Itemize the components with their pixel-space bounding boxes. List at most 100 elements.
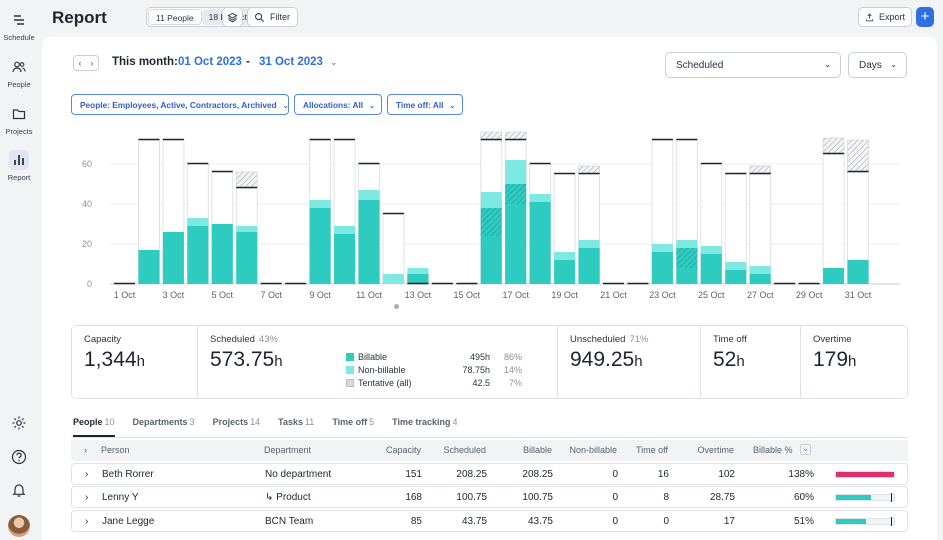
non-billable-bar: [700, 246, 722, 254]
user-avatar[interactable]: [0, 515, 38, 537]
col-billable[interactable]: Billable: [522, 445, 552, 455]
tab-people[interactable]: People 10: [73, 417, 115, 437]
page-title: Report: [52, 8, 107, 27]
col-scheduled[interactable]: Scheduled: [443, 445, 486, 455]
col-department[interactable]: Department: [264, 445, 312, 455]
overtime-value: 102: [718, 469, 735, 480]
non-billable-value: 0: [612, 492, 618, 503]
table-row[interactable]: › Lenny Y ↳ Product 168 100.75 100.75 0 8 28.75 6…: [71, 486, 908, 508]
export-button[interactable]: Export: [858, 7, 912, 27]
billable-bar: [505, 204, 527, 284]
tab-tasks[interactable]: Tasks 11: [278, 417, 314, 437]
tab-label: Time off: [332, 417, 368, 427]
tab-departments[interactable]: Departments 3: [133, 417, 195, 437]
rail-projects[interactable]: Projects: [0, 104, 38, 136]
capacity-bar: [822, 153, 845, 285]
help-button[interactable]: [0, 449, 38, 468]
filter-button[interactable]: Filter: [247, 7, 298, 27]
billable-value: 208.25: [522, 469, 553, 480]
col-capacity[interactable]: Capacity: [385, 445, 421, 455]
chevron-right-icon[interactable]: ›: [90, 58, 94, 68]
rail-report[interactable]: Report: [0, 150, 38, 182]
stat-scheduled-label: Scheduled: [210, 334, 255, 345]
billable-bar: [554, 260, 576, 284]
non-billable-bar: [382, 274, 404, 284]
tab-count: 5: [369, 417, 375, 427]
billable-bar: [700, 254, 722, 284]
non-billable-bar: [651, 244, 673, 252]
timeoff-filter-label: Time off: All: [396, 100, 444, 110]
table-row[interactable]: › Jane Legge BCN Team 85 43.75 43.75 0 0 17 51%: [71, 510, 908, 532]
non-billable-bar: [676, 240, 698, 248]
stat-overtime-value: 179: [813, 348, 849, 371]
billable-bar: [749, 274, 771, 284]
breakdown-name: Billable: [358, 351, 388, 362]
period-label: This month:: [112, 56, 178, 68]
billable-bar: [358, 200, 380, 284]
period-end[interactable]: 31 Oct 2023: [259, 56, 323, 68]
chevron-down-icon: ⌄: [449, 103, 456, 110]
chevron-right-icon[interactable]: ›: [85, 516, 89, 527]
chevron-down-icon[interactable]: ⌄: [330, 57, 338, 67]
notifications-button[interactable]: [0, 482, 38, 501]
layers-button[interactable]: [222, 7, 243, 27]
chevron-right-icon[interactable]: ›: [84, 445, 87, 455]
people-filter-chip[interactable]: People: Employees, Active, Contractors, …: [71, 94, 289, 115]
chevron-right-icon[interactable]: ›: [85, 469, 89, 480]
person-name: Lenny Y: [102, 492, 139, 503]
billable-bar: [162, 232, 184, 284]
timeoff-filter-chip[interactable]: Time off: All ⌄: [387, 94, 463, 115]
period-dash: -: [246, 56, 250, 68]
chevron-down-icon[interactable]: ⌄: [800, 444, 811, 455]
department-name: BCN Team: [265, 516, 314, 527]
x-tick-label: 7 Oct: [260, 290, 282, 300]
bell-icon: [12, 484, 26, 497]
metric-select-value: Scheduled: [676, 60, 724, 71]
y-tick-label: 0: [87, 279, 92, 289]
people-icon: [9, 57, 29, 77]
toggle-people[interactable]: 11 People: [148, 9, 202, 25]
tentative-bar: [676, 248, 698, 268]
y-tick-label: 20: [82, 239, 92, 249]
unit-select[interactable]: Days ⌄: [848, 52, 907, 78]
chevron-right-icon[interactable]: ›: [85, 492, 89, 503]
col-overtime[interactable]: Overtime: [697, 445, 734, 455]
overtime-bar: [847, 139, 869, 173]
col-time-off[interactable]: Time off: [635, 445, 668, 455]
allocations-filter-chip[interactable]: Allocations: All ⌄: [294, 94, 382, 115]
stats-summary: Capacity 1,344h Scheduled 43% 573.75h Bil…: [71, 325, 908, 399]
left-rail: Schedule People Projects Report: [0, 0, 38, 540]
tab-label: Tasks: [278, 417, 303, 427]
chevron-left-icon[interactable]: ‹: [78, 58, 82, 68]
breakdown-hours: 42.5: [472, 377, 490, 388]
department-name: ↳ Product: [265, 492, 311, 503]
add-button[interactable]: +: [916, 7, 934, 27]
col-non-billable[interactable]: Non-billable: [569, 445, 617, 455]
x-tick-label: 17 Oct: [502, 290, 529, 300]
period-start[interactable]: 01 Oct 2023: [178, 56, 242, 68]
non-billable-bar: [554, 252, 576, 260]
billable-bar: [309, 208, 331, 284]
tab-count: 10: [104, 417, 115, 427]
metric-select[interactable]: Scheduled ⌄: [665, 52, 841, 78]
rail-schedule[interactable]: Schedule: [0, 10, 38, 42]
person-name: Beth Rorrer: [102, 469, 154, 480]
billable-pct-value: 138%: [788, 469, 814, 480]
x-tick-label: 27 Oct: [747, 290, 774, 300]
non-billable-bar: [529, 194, 551, 202]
non-billable-bar: [236, 226, 258, 232]
overtime-value: 17: [723, 516, 735, 527]
tab-projects[interactable]: Projects 14: [213, 417, 261, 437]
top-bar: Report 11 People 18 Projects Filter Expo…: [38, 0, 943, 36]
tab-time-off[interactable]: Time off 5: [332, 417, 374, 437]
x-tick-label: 15 Oct: [454, 290, 481, 300]
tab-time-tracking[interactable]: Time tracking 4: [392, 417, 457, 437]
folder-icon: [9, 104, 29, 124]
rail-people[interactable]: People: [0, 57, 38, 89]
x-tick-label: 3 Oct: [163, 290, 185, 300]
table-row[interactable]: › Beth Rorrer No department 151 208.25 208.25…: [71, 463, 908, 485]
pager-dot[interactable]: [394, 304, 399, 309]
col-billable-pct[interactable]: Billable %: [753, 445, 793, 455]
col-person[interactable]: Person: [101, 445, 130, 455]
settings-button[interactable]: [0, 415, 38, 434]
